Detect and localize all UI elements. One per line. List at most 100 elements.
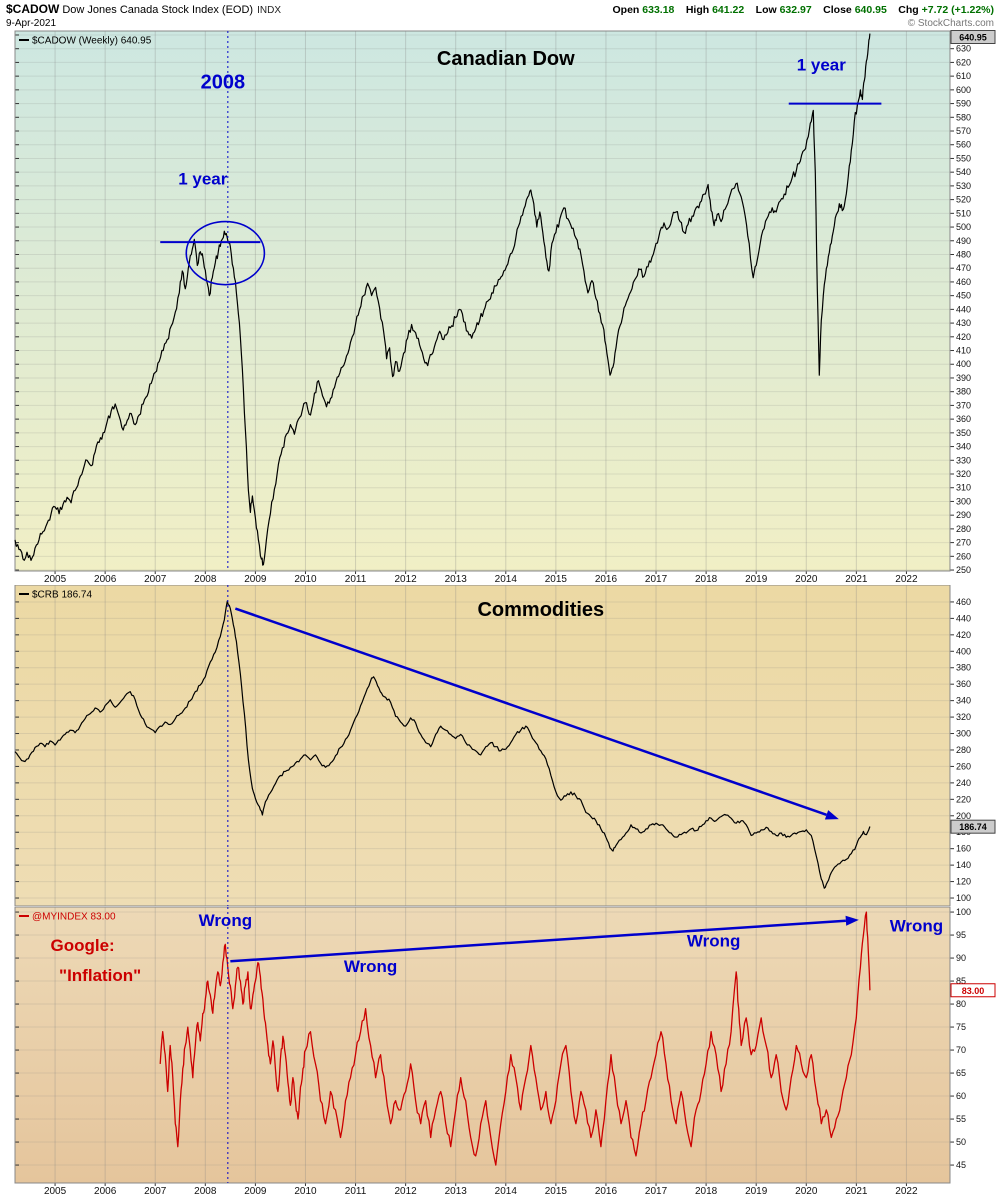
svg-text:430: 430 bbox=[956, 318, 971, 328]
svg-text:2009: 2009 bbox=[244, 574, 267, 585]
svg-text:570: 570 bbox=[956, 126, 971, 136]
quote-close: Close 640.95 bbox=[823, 4, 887, 16]
svg-text:360: 360 bbox=[956, 679, 971, 689]
svg-text:Wrong: Wrong bbox=[687, 932, 741, 951]
svg-text:85: 85 bbox=[956, 976, 966, 986]
svg-text:340: 340 bbox=[956, 696, 971, 706]
svg-text:Wrong: Wrong bbox=[344, 957, 398, 976]
svg-text:260: 260 bbox=[956, 761, 971, 771]
svg-text:520: 520 bbox=[956, 195, 971, 205]
quote-high: High 641.22 bbox=[685, 4, 745, 16]
svg-text:140: 140 bbox=[956, 860, 971, 870]
svg-text:2010: 2010 bbox=[294, 1186, 317, 1197]
svg-text:Wrong: Wrong bbox=[890, 916, 944, 935]
svg-text:420: 420 bbox=[956, 630, 971, 640]
svg-text:300: 300 bbox=[956, 496, 971, 506]
chart-header: $CADOW Dow Jones Canada Stock Index (EOD)… bbox=[0, 0, 1000, 30]
svg-text:2006: 2006 bbox=[94, 574, 117, 585]
chart-area: 250 260 270 280 290 300 310 320 330 340 350 360 370 3… bbox=[0, 30, 1000, 1200]
quote-low: Low 632.97 bbox=[755, 4, 812, 16]
svg-text:2019: 2019 bbox=[745, 574, 768, 585]
svg-text:2013: 2013 bbox=[445, 1186, 468, 1197]
svg-text:580: 580 bbox=[956, 112, 971, 122]
svg-text:1 year: 1 year bbox=[797, 56, 847, 75]
svg-text:Canadian Dow: Canadian Dow bbox=[437, 48, 575, 70]
svg-text:2006: 2006 bbox=[94, 1186, 117, 1197]
svg-text:95: 95 bbox=[956, 930, 966, 940]
svg-text:310: 310 bbox=[956, 483, 971, 493]
svg-text:590: 590 bbox=[956, 99, 971, 109]
svg-text:500: 500 bbox=[956, 222, 971, 232]
svg-text:250: 250 bbox=[956, 565, 971, 575]
svg-text:2012: 2012 bbox=[395, 1186, 418, 1197]
svg-text:100: 100 bbox=[956, 893, 971, 903]
exchange-label: INDX bbox=[257, 5, 282, 16]
svg-text:330: 330 bbox=[956, 455, 971, 465]
svg-text:220: 220 bbox=[956, 794, 971, 804]
svg-text:2014: 2014 bbox=[495, 574, 518, 585]
svg-text:510: 510 bbox=[956, 208, 971, 218]
svg-text:2017: 2017 bbox=[645, 1186, 668, 1197]
svg-text:2016: 2016 bbox=[595, 1186, 618, 1197]
svg-text:420: 420 bbox=[956, 332, 971, 342]
svg-text:200: 200 bbox=[956, 811, 971, 821]
svg-text:2008: 2008 bbox=[201, 71, 246, 93]
svg-text:$CRB 186.74: $CRB 186.74 bbox=[32, 590, 92, 601]
svg-text:2013: 2013 bbox=[445, 574, 468, 585]
svg-text:90: 90 bbox=[956, 953, 966, 963]
svg-text:70: 70 bbox=[956, 1045, 966, 1055]
svg-text:2011: 2011 bbox=[345, 1186, 367, 1197]
svg-text:600: 600 bbox=[956, 85, 971, 95]
svg-text:380: 380 bbox=[956, 663, 971, 673]
svg-text:470: 470 bbox=[956, 263, 971, 273]
svg-text:490: 490 bbox=[956, 236, 971, 246]
commodities-panel: 1001201401601802002202402602803003203403… bbox=[14, 585, 996, 907]
svg-text:2015: 2015 bbox=[545, 574, 568, 585]
stockcharts-credit: © StockCharts.com bbox=[907, 18, 994, 29]
svg-text:160: 160 bbox=[956, 844, 971, 854]
svg-text:460: 460 bbox=[956, 597, 971, 607]
svg-text:2014: 2014 bbox=[495, 1186, 518, 1197]
svg-text:2012: 2012 bbox=[395, 574, 418, 585]
svg-text:83.00: 83.00 bbox=[962, 986, 985, 996]
svg-text:186.74: 186.74 bbox=[959, 822, 987, 832]
quote-summary: Open 633.18 High 641.22 Low 632.97 Close… bbox=[606, 2, 995, 17]
canadian-dow-panel: 250 260 270 280 290 300 310 320 330 340 350 360 370 3… bbox=[14, 30, 996, 585]
svg-text:2007: 2007 bbox=[144, 574, 167, 585]
svg-text:$CADOW (Weekly) 640.95: $CADOW (Weekly) 640.95 bbox=[32, 36, 152, 47]
svg-text:80: 80 bbox=[956, 999, 966, 1009]
svg-text:280: 280 bbox=[956, 524, 971, 534]
svg-text:Commodities: Commodities bbox=[477, 599, 604, 621]
chart-date: 9-Apr-2021 bbox=[6, 18, 57, 29]
svg-text:2008: 2008 bbox=[194, 574, 217, 585]
svg-text:370: 370 bbox=[956, 400, 971, 410]
svg-text:65: 65 bbox=[956, 1068, 966, 1078]
svg-text:530: 530 bbox=[956, 181, 971, 191]
svg-text:410: 410 bbox=[956, 346, 971, 356]
index-title: Dow Jones Canada Stock Index (EOD) bbox=[62, 4, 254, 16]
svg-text:2021: 2021 bbox=[845, 1186, 868, 1197]
svg-text:1 year: 1 year bbox=[178, 170, 228, 189]
svg-text:300: 300 bbox=[956, 729, 971, 739]
svg-text:2005: 2005 bbox=[44, 574, 67, 585]
svg-text:2020: 2020 bbox=[795, 1186, 818, 1197]
quote-change: Chg +7.72 (+1.22%) bbox=[898, 4, 994, 16]
svg-text:320: 320 bbox=[956, 712, 971, 722]
svg-text:440: 440 bbox=[956, 613, 971, 623]
svg-text:2021: 2021 bbox=[845, 574, 868, 585]
svg-text:620: 620 bbox=[956, 57, 971, 67]
ticker-title-group: $CADOW Dow Jones Canada Stock Index (EOD)… bbox=[6, 2, 281, 17]
svg-text:2016: 2016 bbox=[595, 574, 618, 585]
svg-text:480: 480 bbox=[956, 249, 971, 259]
svg-text:350: 350 bbox=[956, 428, 971, 438]
svg-text:400: 400 bbox=[956, 359, 971, 369]
svg-text:75: 75 bbox=[956, 1022, 966, 1032]
svg-text:60: 60 bbox=[956, 1091, 966, 1101]
svg-text:290: 290 bbox=[956, 510, 971, 520]
svg-text:2009: 2009 bbox=[244, 1186, 267, 1197]
svg-text:"Inflation": "Inflation" bbox=[59, 966, 141, 985]
svg-text:100: 100 bbox=[956, 907, 971, 917]
svg-text:610: 610 bbox=[956, 71, 971, 81]
svg-text:@MYINDEX 83.00: @MYINDEX 83.00 bbox=[32, 912, 116, 923]
svg-text:560: 560 bbox=[956, 140, 971, 150]
